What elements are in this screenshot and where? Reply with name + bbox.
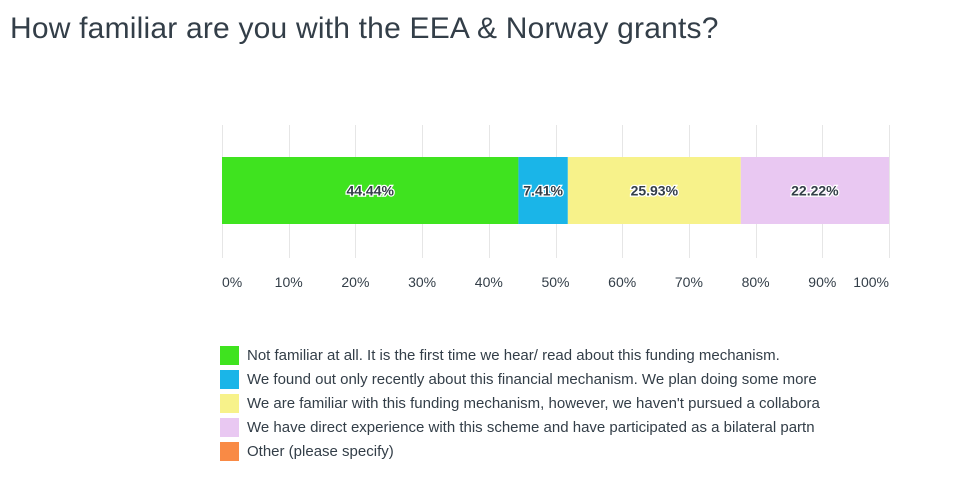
x-tick-label: 60%	[608, 274, 636, 290]
x-tick-label: 40%	[475, 274, 503, 290]
legend-label: Other (please specify)	[247, 442, 394, 460]
legend-label: We are familiar with this funding mechan…	[247, 394, 820, 412]
legend-item: We found out only recently about this fi…	[220, 367, 892, 391]
x-tick-label: 50%	[541, 274, 569, 290]
stacked-bar-chart: 44.44% 7.41% 25.93% 22.22% 0% 10% 20% 30% 40% 50%…	[222, 125, 890, 290]
legend-item: We have direct experience with this sche…	[220, 415, 892, 439]
x-tick-label: 0%	[222, 274, 242, 290]
x-tick-label: 30%	[408, 274, 436, 290]
legend-item: Not familiar at all. It is the first tim…	[220, 343, 892, 367]
x-tick-label: 90%	[808, 274, 836, 290]
bar-segment-4	[740, 157, 889, 224]
chart-title: How familiar are you with the EEA & Norw…	[10, 12, 719, 45]
legend-swatch	[220, 417, 239, 437]
legend-swatch	[220, 369, 239, 389]
bar-segment-1	[222, 157, 519, 224]
legend-item: We are familiar with this funding mechan…	[220, 391, 892, 415]
legend-label: We have direct experience with this sche…	[247, 418, 815, 436]
chart-legend: Not familiar at all. It is the first tim…	[220, 343, 892, 463]
x-tick-label: 10%	[275, 274, 303, 290]
bar-segment-2	[518, 157, 568, 224]
legend-swatch	[220, 393, 239, 413]
data-label-3: 25.93%	[631, 183, 679, 199]
x-tick-label: 20%	[341, 274, 369, 290]
legend-label: Not familiar at all. It is the first tim…	[247, 346, 780, 364]
x-tick-label: 70%	[675, 274, 703, 290]
legend-swatch	[220, 441, 239, 461]
data-label-2: 7.41%	[523, 183, 563, 199]
legend-swatch	[220, 345, 239, 365]
x-tick-label: 100%	[853, 274, 889, 290]
legend-label: We found out only recently about this fi…	[247, 370, 817, 388]
bar-segment-3	[567, 157, 741, 224]
x-tick-label: 80%	[742, 274, 770, 290]
data-label-4: 22.22%	[791, 183, 839, 199]
data-label-1: 44.44%	[346, 183, 394, 199]
legend-item: Other (please specify)	[220, 439, 892, 463]
